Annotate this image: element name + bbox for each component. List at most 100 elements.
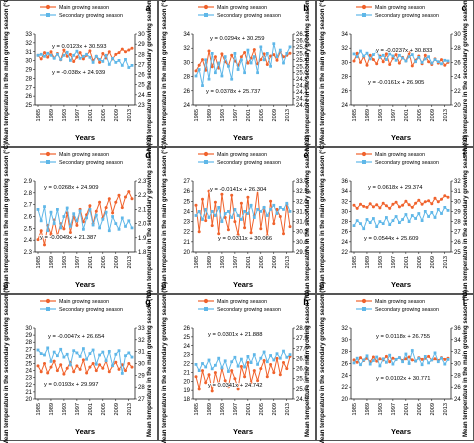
data-point (352, 361, 356, 365)
y-right-tick-label: 29.5 (296, 250, 308, 256)
x-tick-label: 1993 (62, 109, 68, 121)
data-point (365, 205, 369, 209)
y-right-tick-label: 28 (454, 373, 461, 379)
data-point (62, 53, 66, 57)
x-tick-label: 2009 (114, 109, 120, 121)
data-point (220, 366, 224, 370)
data-point (130, 46, 134, 50)
legend-label: Main growing season (375, 299, 425, 305)
data-point (49, 50, 53, 54)
data-point (388, 63, 392, 66)
data-point (423, 53, 427, 57)
trend-equation: y = 0.0311x + 30.066 (218, 236, 272, 242)
data-point (414, 217, 417, 220)
data-point (69, 59, 72, 62)
data-point (420, 363, 424, 367)
data-point (269, 64, 272, 68)
data-point (249, 381, 253, 385)
y-left-tick-label: 22 (25, 383, 32, 389)
data-point (440, 212, 443, 215)
data-point (269, 54, 273, 58)
x-tick-label: 2013 (127, 403, 133, 415)
data-point (236, 364, 240, 368)
data-point (227, 370, 230, 373)
y-left-tick-label: 25 (25, 362, 32, 368)
data-point (259, 227, 263, 231)
data-point (427, 55, 430, 59)
data-point (375, 50, 379, 54)
y-right-tick-label: 28 (454, 46, 461, 52)
y-left-tick-label: 22 (183, 362, 190, 368)
y-right-tick-label: 30 (454, 199, 461, 205)
legend: Main growing season Secondary growing sea… (40, 4, 123, 19)
data-point (368, 53, 372, 57)
data-point (385, 360, 388, 364)
x-axis-label: Years (391, 427, 411, 436)
data-point (240, 218, 243, 221)
data-point (285, 367, 289, 371)
data-point (75, 219, 79, 223)
legend-marker-secondary (204, 160, 208, 164)
y-left-tick-label: 2.4 (24, 238, 33, 244)
data-point (226, 228, 230, 232)
legend-marker-main (361, 151, 367, 157)
data-point (352, 52, 356, 56)
x-tick-label: 1993 (220, 256, 226, 268)
y-left-tick-label: 2.6 (24, 215, 33, 221)
y-right-tick-label: 26 (454, 385, 461, 391)
panel-g: g Main growing season Secondary growing se… (0, 282, 158, 443)
y-right-tick-label: 24 (138, 93, 145, 99)
data-point (107, 350, 111, 353)
x-tick-label: 2005 (417, 256, 423, 268)
panel-label: c (461, 3, 466, 13)
x-tick-label: 2013 (127, 109, 133, 121)
data-point (226, 385, 230, 389)
trend-equation: y = 0.0618x + 29.374 (368, 185, 423, 191)
data-point (288, 51, 292, 55)
data-point (98, 200, 102, 204)
panel-label: h (303, 297, 309, 307)
x-tick-label: 2005 (101, 256, 107, 268)
series-secondary (194, 201, 292, 224)
data-point (72, 60, 76, 63)
data-point (378, 56, 382, 59)
y-right-axis-label: Mean temperature in the main growing sea… (462, 290, 469, 437)
data-point (78, 355, 82, 358)
data-point (404, 199, 408, 203)
y-right-tick-label: 26.5 (296, 356, 308, 362)
legend-marker-secondary (204, 13, 208, 17)
data-point (365, 218, 369, 221)
data-point (243, 210, 246, 213)
data-point (236, 233, 240, 237)
y-left-tick-label: 22 (183, 230, 190, 236)
y-left-tick-label: 32 (341, 326, 348, 332)
data-point (130, 64, 134, 67)
trend-equation: y = 0.0102x + 30.771 (376, 376, 430, 382)
y-right-tick-label: 1.9 (138, 236, 147, 242)
y-left-tick-label: 30 (341, 338, 348, 344)
y-right-axis-label: Mean temperature in the secondary growin… (304, 0, 311, 151)
y-left-tick-label: 24 (183, 344, 190, 350)
data-point (127, 219, 131, 223)
data-point (88, 352, 92, 355)
data-point (59, 226, 63, 230)
trend-equation: y = 0.0301x + 21.888 (208, 332, 262, 338)
data-point (78, 209, 82, 213)
data-point (101, 60, 105, 63)
data-point (107, 50, 111, 54)
data-point (391, 362, 395, 366)
data-point (43, 362, 46, 365)
data-point (282, 55, 285, 59)
data-point (243, 226, 247, 230)
panel-frame (158, 147, 316, 294)
x-tick-label: 1985 (194, 109, 200, 121)
data-point (62, 215, 66, 218)
data-point (384, 204, 388, 208)
x-tick-label: 1989 (207, 109, 213, 121)
y-left-tick-label: 25 (183, 199, 190, 205)
y-left-tick-label: 20 (183, 250, 190, 256)
data-point (262, 359, 266, 362)
x-tick-label: 2009 (430, 403, 436, 415)
data-point (46, 55, 50, 59)
data-point (217, 356, 221, 360)
